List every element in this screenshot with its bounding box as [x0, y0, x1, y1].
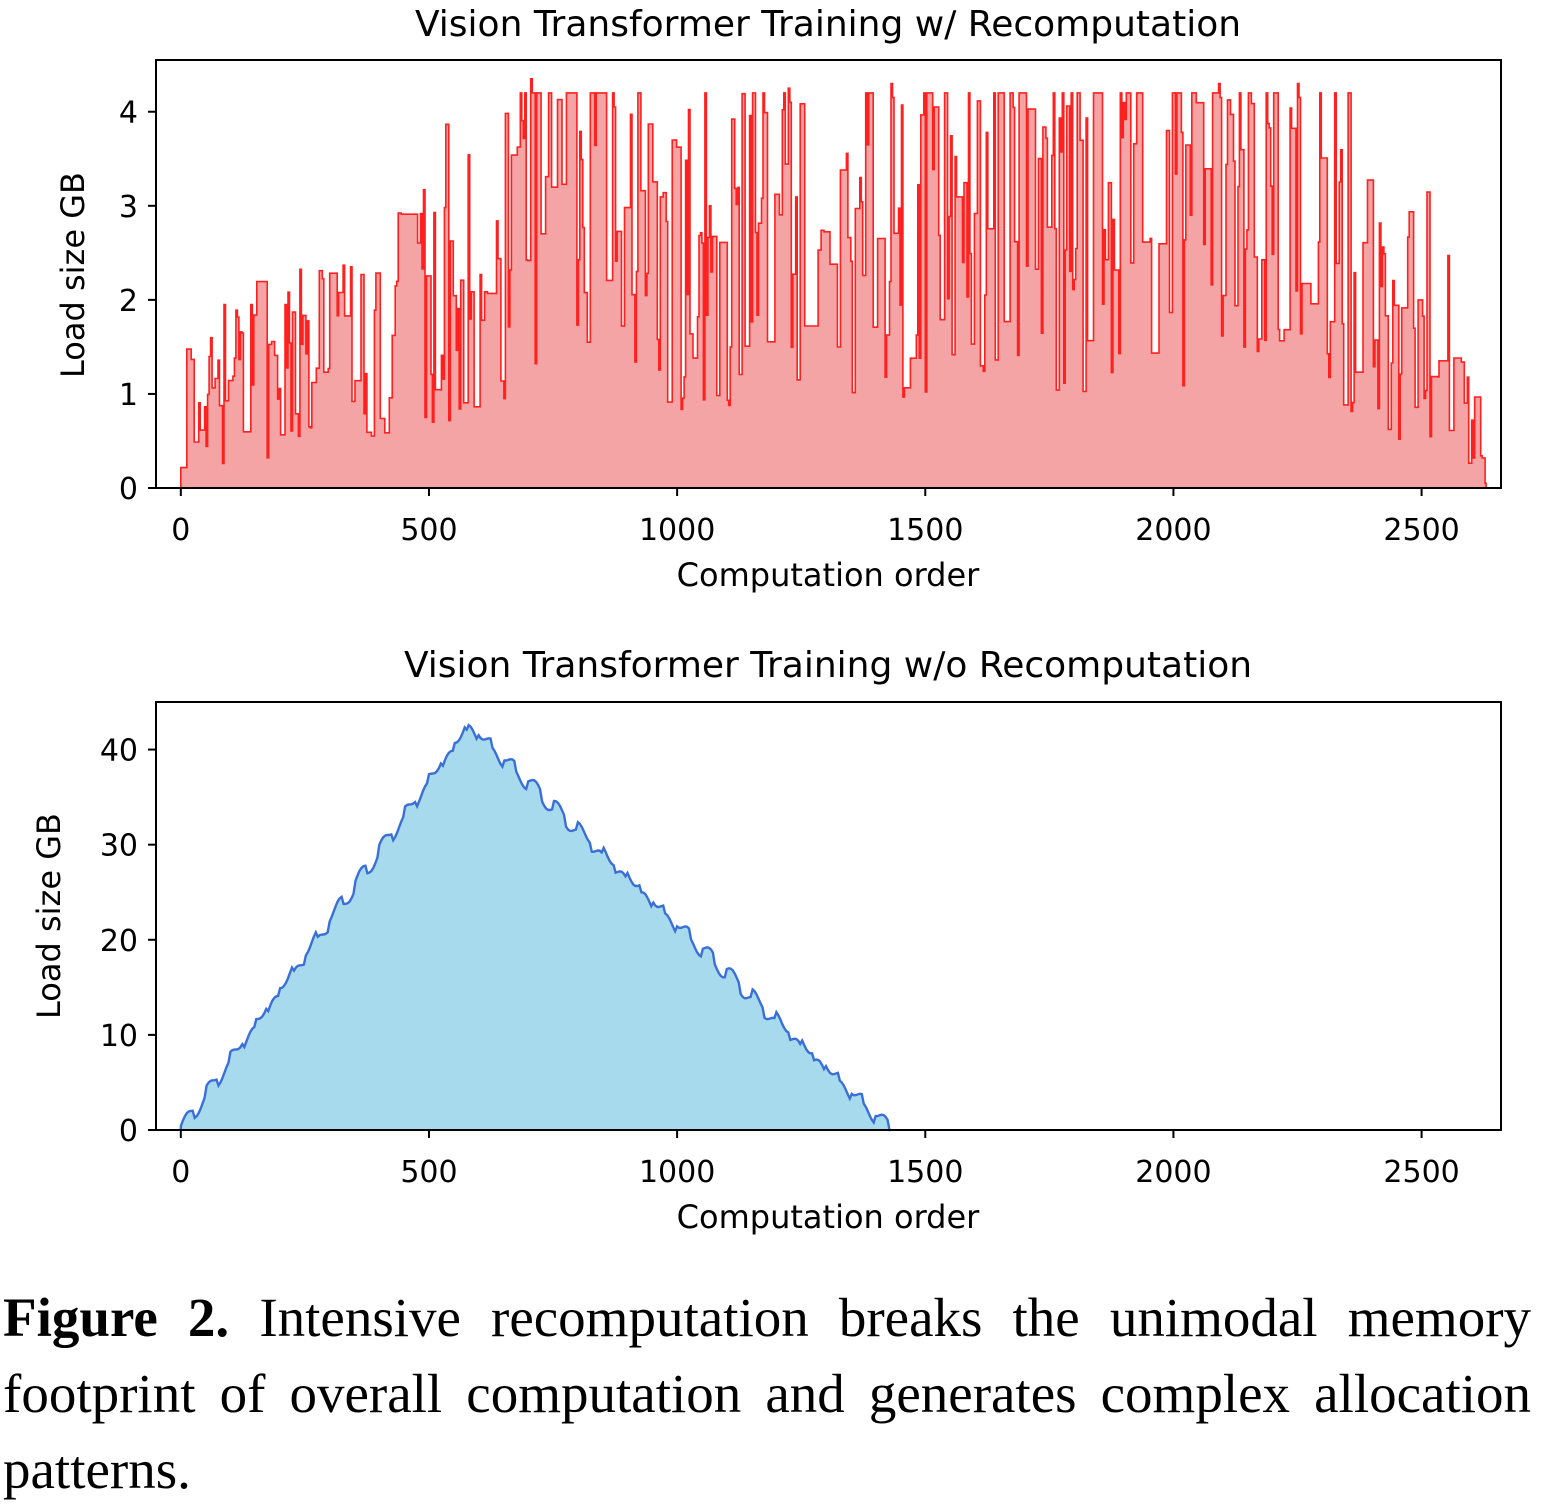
y-tick-label: 0: [119, 472, 138, 507]
chart-recomputation: Vision Transformer Training w/ Recomputa…: [54, 4, 1502, 594]
caption-text: Intensive recomputation breaks the unimo…: [3, 1287, 1532, 1500]
chart2-series-line: [179, 723, 891, 1132]
y-tick-label: 1: [119, 378, 138, 413]
chart1-title: Vision Transformer Training w/ Recomputa…: [415, 4, 1241, 45]
x-tick-label: 1500: [887, 1155, 963, 1190]
caption-label: Figure 2.: [3, 1287, 230, 1348]
x-tick-label: 1000: [639, 513, 715, 548]
chart2-y-ticks: 0 10 20 30 40: [100, 734, 156, 1149]
x-tick-label: 0: [171, 513, 190, 548]
chart1-axes-frame: [155, 59, 1502, 489]
x-tick-label: 1000: [639, 1155, 715, 1190]
x-tick-label: 500: [400, 1155, 457, 1190]
x-tick-label: 2500: [1383, 1155, 1459, 1190]
x-tick-label: 2500: [1383, 513, 1459, 548]
chart1-y-axis-label: Load size GB: [54, 172, 92, 378]
chart2-title: Vision Transformer Training w/o Recomput…: [404, 645, 1252, 686]
x-tick-label: 1500: [887, 513, 963, 548]
chart1-x-axis-label: Computation order: [677, 556, 980, 594]
chart1-area-fill: [180, 78, 1487, 489]
chart2-y-axis-label: Load size GB: [30, 813, 68, 1019]
figure-caption: Figure 2. Intensive recomputation breaks…: [3, 1280, 1531, 1508]
chart2-x-ticks: 0 500 1000 1500 2000 2500: [171, 1130, 1460, 1190]
chart1-y-ticks: 0 1 2 3 4: [119, 96, 156, 507]
chart2-area-fill: [180, 725, 891, 1130]
chart1-series-line: [180, 78, 1487, 489]
chart1-plot: [180, 78, 1487, 489]
x-tick-label: 2000: [1135, 513, 1211, 548]
x-tick-label: 0: [171, 1155, 190, 1190]
chart1-x-ticks: 0 500 1000 1500 2000 2500: [171, 488, 1460, 548]
figure-canvas: Vision Transformer Training w/ Recomputa…: [30, 4, 1502, 1236]
x-tick-label: 2000: [1135, 1155, 1211, 1190]
y-tick-label: 30: [100, 829, 138, 864]
y-tick-label: 10: [100, 1019, 138, 1054]
x-tick-label: 500: [400, 513, 457, 548]
chart2-x-axis-label: Computation order: [677, 1198, 980, 1236]
chart-no-recomputation: Vision Transformer Training w/o Recomput…: [30, 645, 1502, 1236]
y-tick-label: 2: [119, 284, 138, 319]
chart2-axes-frame: [155, 701, 1502, 1131]
y-tick-label: 4: [119, 96, 138, 131]
y-tick-label: 20: [100, 924, 138, 959]
y-tick-label: 3: [119, 190, 138, 225]
y-tick-label: 0: [119, 1114, 138, 1149]
chart2-plot: [179, 723, 891, 1132]
y-tick-label: 40: [100, 734, 138, 769]
